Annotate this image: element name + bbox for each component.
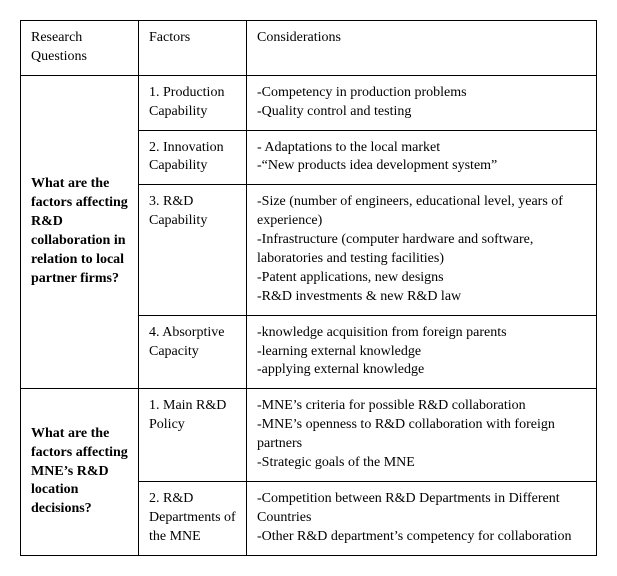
factor-cell: 2. Innovation Capability <box>139 130 247 185</box>
consideration-cell: - Adaptations to the local market-“New p… <box>247 130 597 185</box>
table-row: What are the factors affecting MNE’s R&D… <box>21 389 597 482</box>
table-row: What are the factors affecting R&D colla… <box>21 75 597 130</box>
consideration-cell: -knowledge acquisition from foreign pare… <box>247 315 597 389</box>
factor-cell: 1. Main R&D Policy <box>139 389 247 482</box>
research-question-1: What are the factors affecting R&D colla… <box>21 75 139 389</box>
research-question-2: What are the factors affecting MNE’s R&D… <box>21 389 139 555</box>
factor-cell: 2. R&D Departments of the MNE <box>139 481 247 555</box>
consideration-cell: -Competency in production problems-Quali… <box>247 75 597 130</box>
header-factors: Factors <box>139 21 247 76</box>
consideration-cell: -Competition between R&D Departments in … <box>247 481 597 555</box>
header-questions: Research Questions <box>21 21 139 76</box>
consideration-cell: -Size (number of engineers, educational … <box>247 185 597 315</box>
header-considerations: Considerations <box>247 21 597 76</box>
factor-cell: 4. Absorptive Capacity <box>139 315 247 389</box>
research-table: Research Questions Factors Consideration… <box>20 20 597 556</box>
factor-cell: 3. R&D Capability <box>139 185 247 315</box>
consideration-cell: -MNE’s criteria for possible R&D collabo… <box>247 389 597 482</box>
factor-cell: 1. Production Capability <box>139 75 247 130</box>
table-header-row: Research Questions Factors Consideration… <box>21 21 597 76</box>
